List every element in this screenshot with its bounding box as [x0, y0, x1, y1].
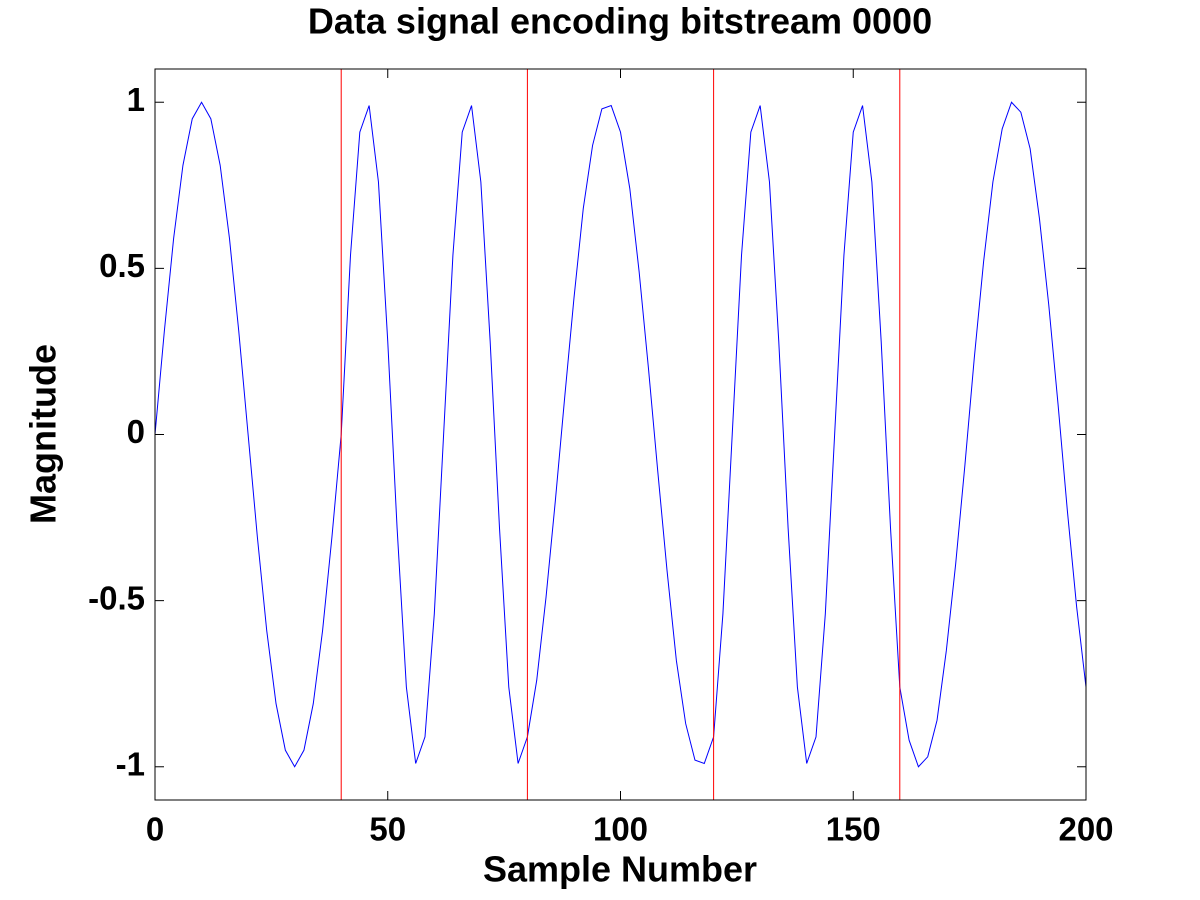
- y-tick-label: -0.5: [88, 579, 145, 616]
- x-tick-label: 200: [1058, 811, 1113, 848]
- y-tick-label: 0: [127, 413, 145, 450]
- chart-title: Data signal encoding bitstream 0000: [308, 1, 932, 42]
- y-tick-label: -1: [116, 745, 145, 782]
- x-tick-label: 50: [369, 811, 406, 848]
- x-tick-label: 100: [593, 811, 648, 848]
- x-tick-label: 150: [826, 811, 881, 848]
- signal-line: [154, 101, 1087, 768]
- y-axis-label: Magnitude: [23, 344, 64, 524]
- y-tick-label: 1: [127, 81, 145, 118]
- y-tick-label: 0.5: [99, 247, 145, 284]
- x-axis-label: Sample Number: [483, 849, 757, 890]
- x-tick-label: 0: [146, 811, 164, 848]
- plot-frame: [154, 68, 1087, 801]
